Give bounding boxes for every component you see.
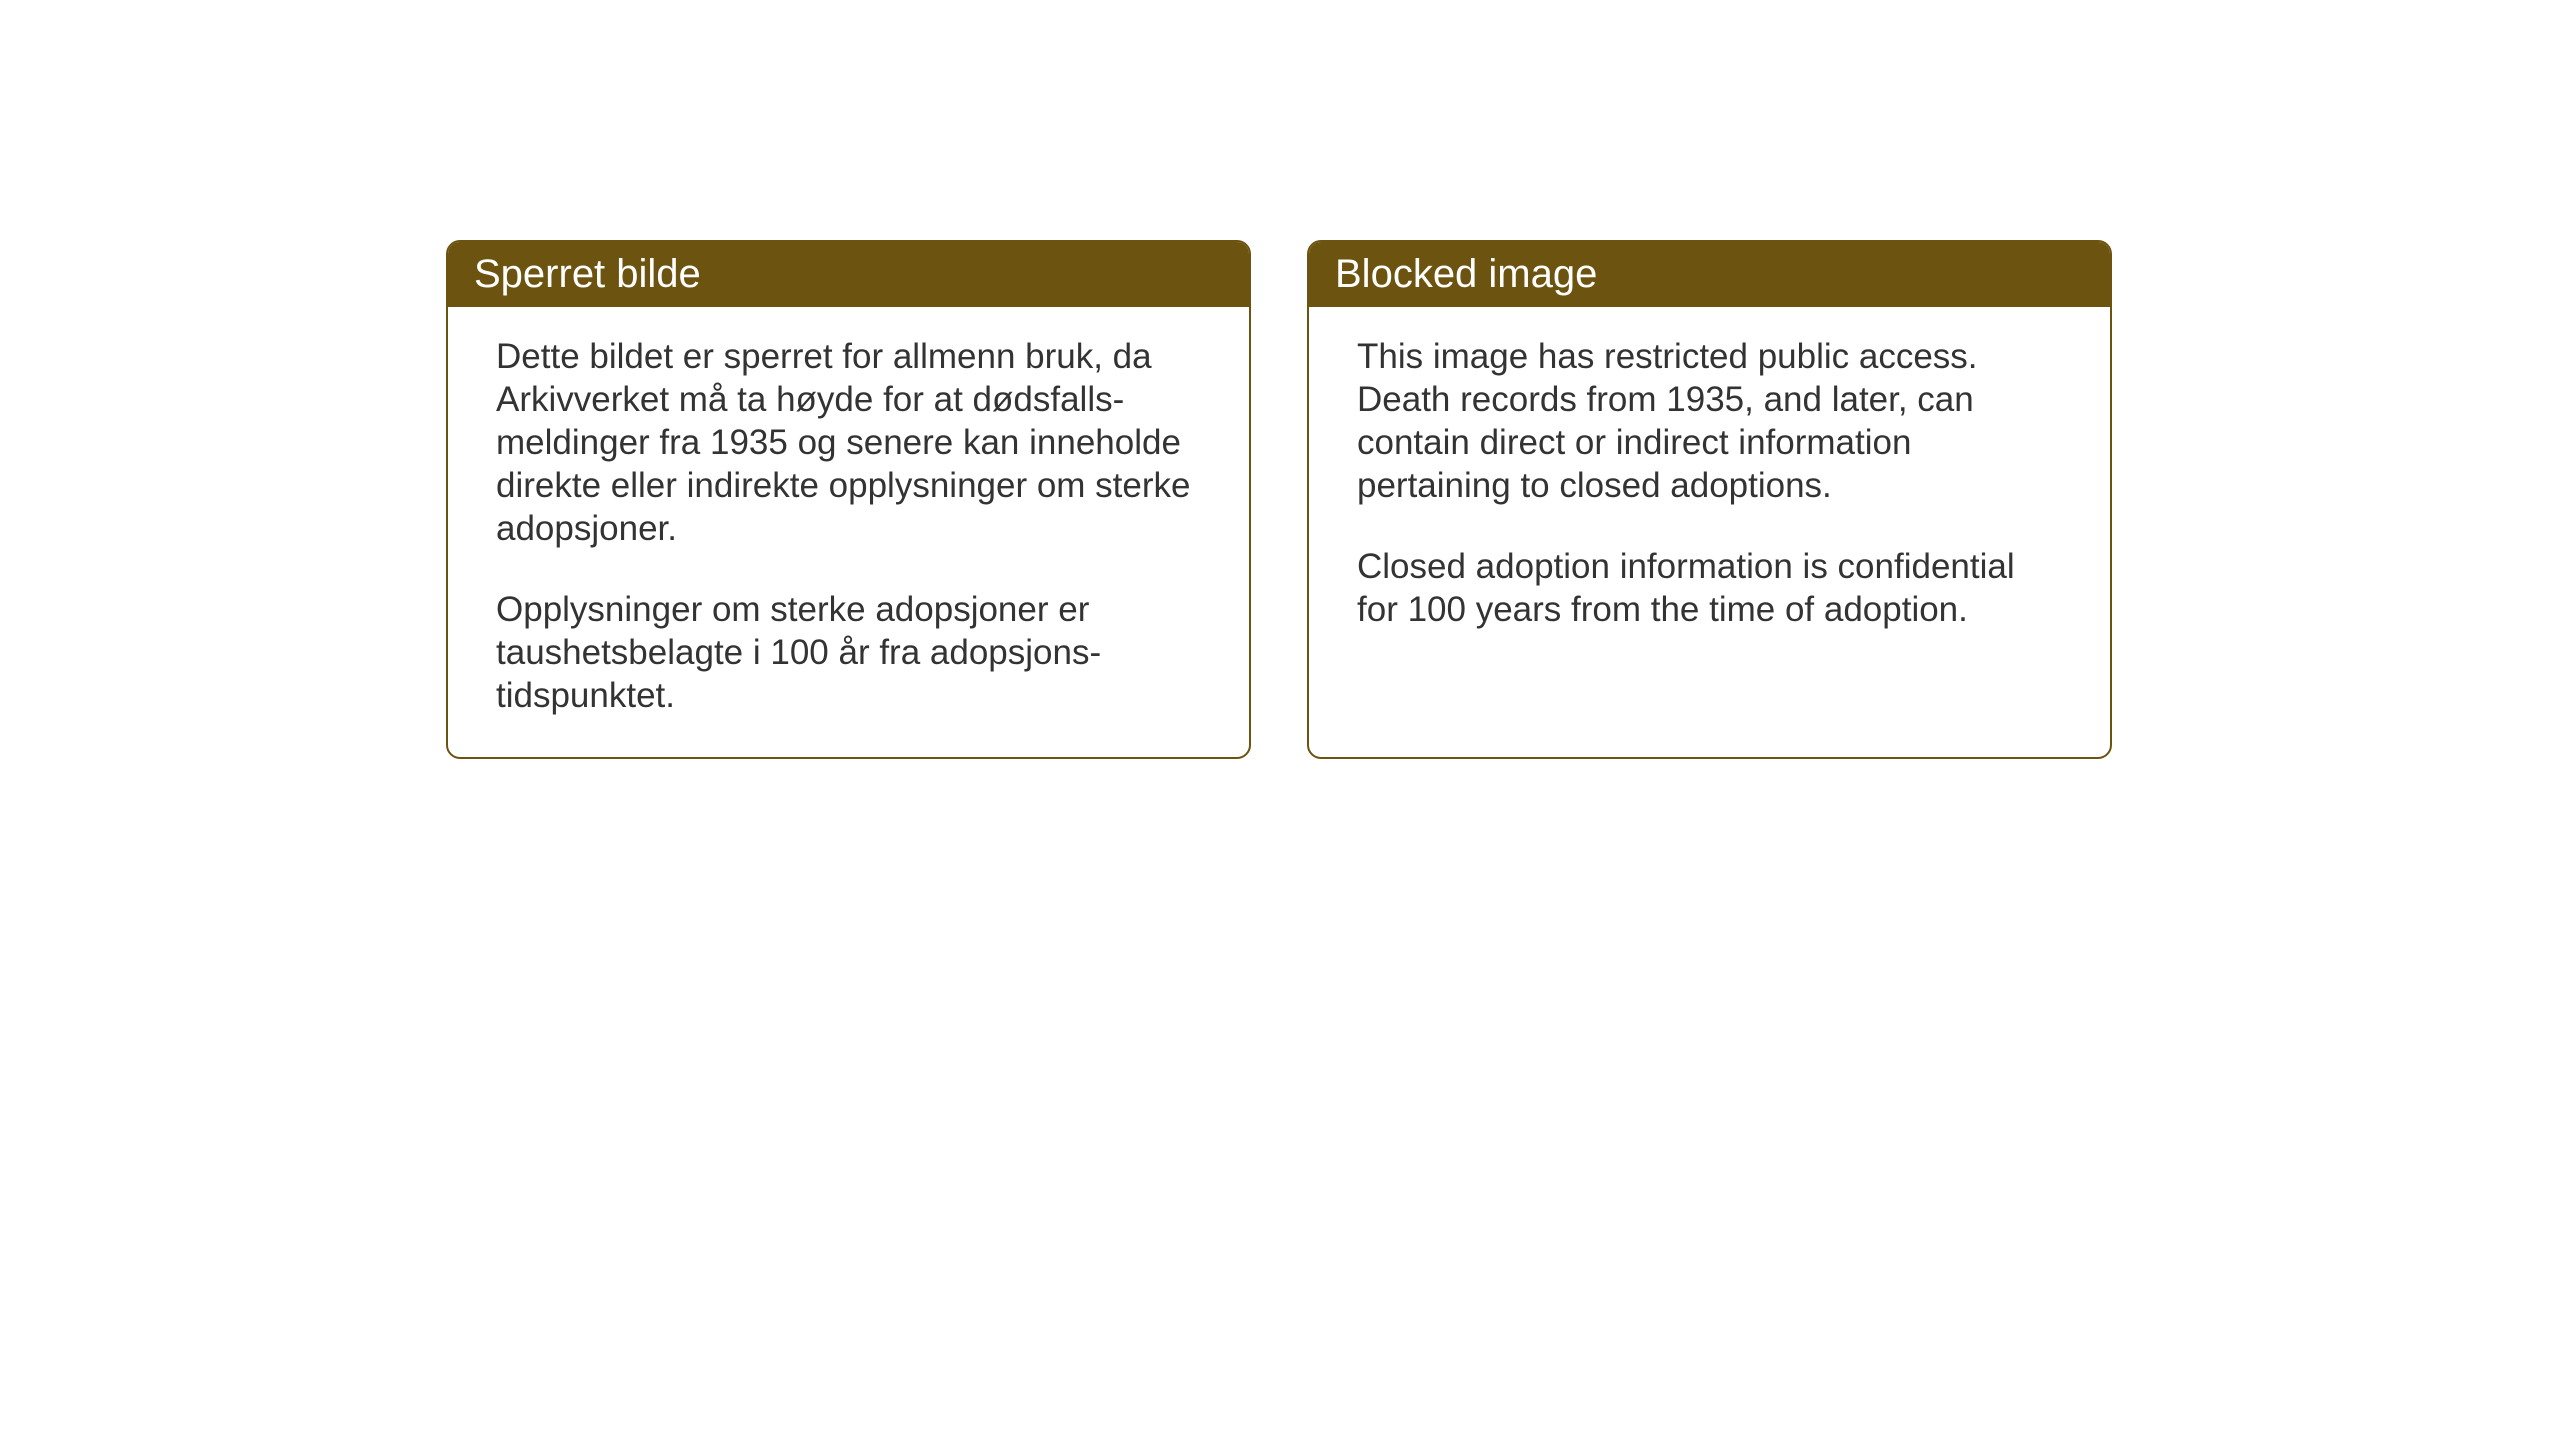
norwegian-card-title: Sperret bilde <box>474 252 701 296</box>
norwegian-card-header: Sperret bilde <box>448 242 1249 307</box>
english-card-title: Blocked image <box>1335 252 1597 296</box>
norwegian-card-body: Dette bildet er sperret for allmenn bruk… <box>448 307 1249 757</box>
english-card-header: Blocked image <box>1309 242 2110 307</box>
notice-cards-container: Sperret bilde Dette bildet er sperret fo… <box>446 240 2112 759</box>
norwegian-notice-card: Sperret bilde Dette bildet er sperret fo… <box>446 240 1251 759</box>
english-paragraph-1: This image has restricted public access.… <box>1357 335 2062 507</box>
english-notice-card: Blocked image This image has restricted … <box>1307 240 2112 759</box>
english-card-body: This image has restricted public access.… <box>1309 307 2110 671</box>
norwegian-paragraph-1: Dette bildet er sperret for allmenn bruk… <box>496 335 1201 550</box>
norwegian-paragraph-2: Opplysninger om sterke adopsjoner er tau… <box>496 588 1201 717</box>
english-paragraph-2: Closed adoption information is confident… <box>1357 545 2062 631</box>
